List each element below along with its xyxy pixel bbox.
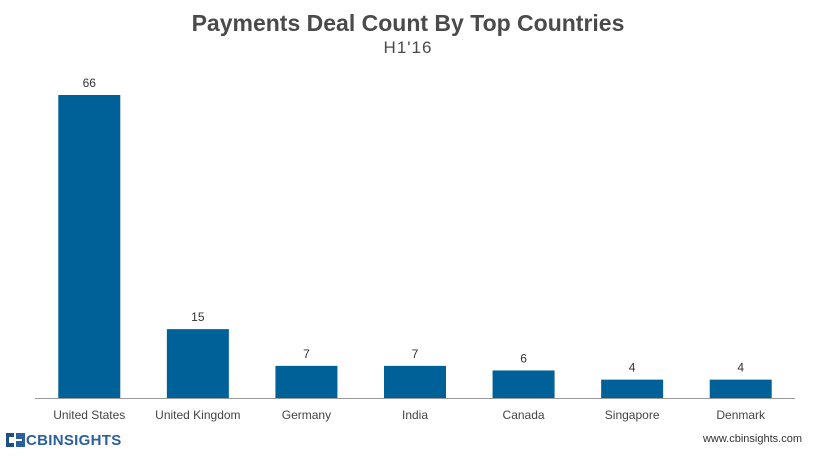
bar-united-states <box>58 95 121 398</box>
bar-india <box>384 365 446 398</box>
data-label: 4 <box>629 361 636 375</box>
bar-germany <box>275 365 338 398</box>
cb-insights-logo-icon <box>6 433 25 447</box>
x-tick-label: Denmark <box>716 408 766 422</box>
x-tick-label: Germany <box>282 408 331 422</box>
data-label: 7 <box>412 347 419 361</box>
x-tick-label: India <box>402 408 428 422</box>
bar-denmark <box>709 379 772 398</box>
x-tick-label: Singapore <box>605 408 660 422</box>
data-label: 7 <box>303 347 310 361</box>
data-label: 6 <box>520 351 527 365</box>
bar-canada <box>492 370 555 398</box>
cb-insights-logo: CBINSIGHTS <box>6 431 122 449</box>
source-url: www.cbinsights.com <box>702 433 802 445</box>
data-label: 66 <box>83 76 97 90</box>
bar-united-kingdom <box>166 329 229 398</box>
bar-singapore <box>601 379 664 398</box>
chart-title: Payments Deal Count By Top Countries <box>191 10 625 36</box>
data-label: 15 <box>191 310 205 324</box>
logo-text: CBINSIGHTS <box>26 431 122 449</box>
x-tick-label: United States <box>53 408 125 422</box>
data-label: 4 <box>737 361 744 375</box>
chart-subtitle: H1'16 <box>383 38 433 57</box>
x-tick-label: Canada <box>503 408 545 422</box>
x-tick-label: United Kingdom <box>155 408 240 422</box>
